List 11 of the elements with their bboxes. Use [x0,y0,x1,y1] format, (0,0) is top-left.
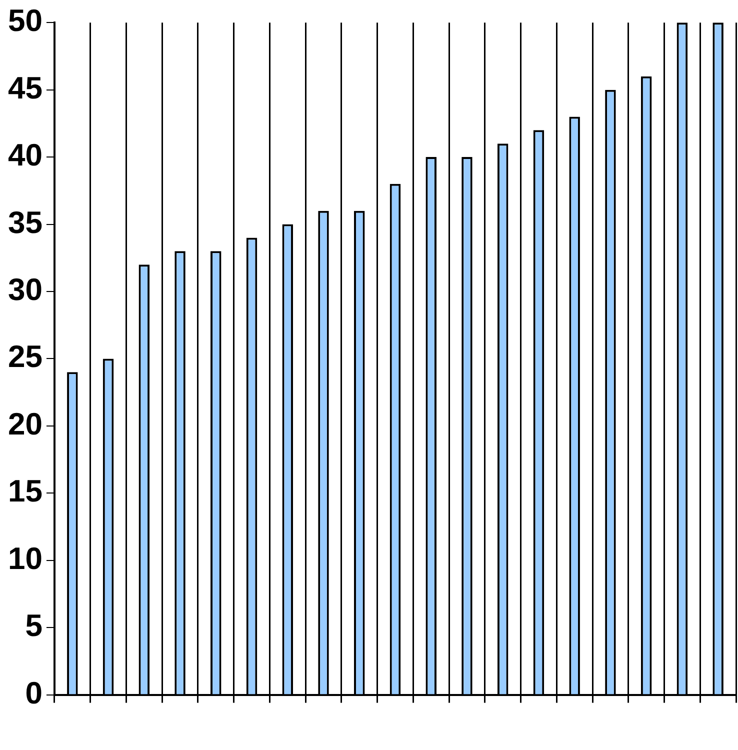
y-tick-label: 50 [8,3,42,38]
y-tick-label: 40 [8,138,42,173]
y-tick-label: 15 [8,474,42,509]
y-tick-label: 5 [25,608,42,644]
y-tick-label: 25 [8,339,42,374]
y-tick-label: 0 [25,675,42,710]
y-tick-label: 20 [8,406,42,442]
y-tick-label: 45 [8,70,42,106]
y-tick-label: 30 [8,272,42,308]
y-tick-label: 10 [8,540,42,576]
y-tick-label: 35 [8,204,42,240]
